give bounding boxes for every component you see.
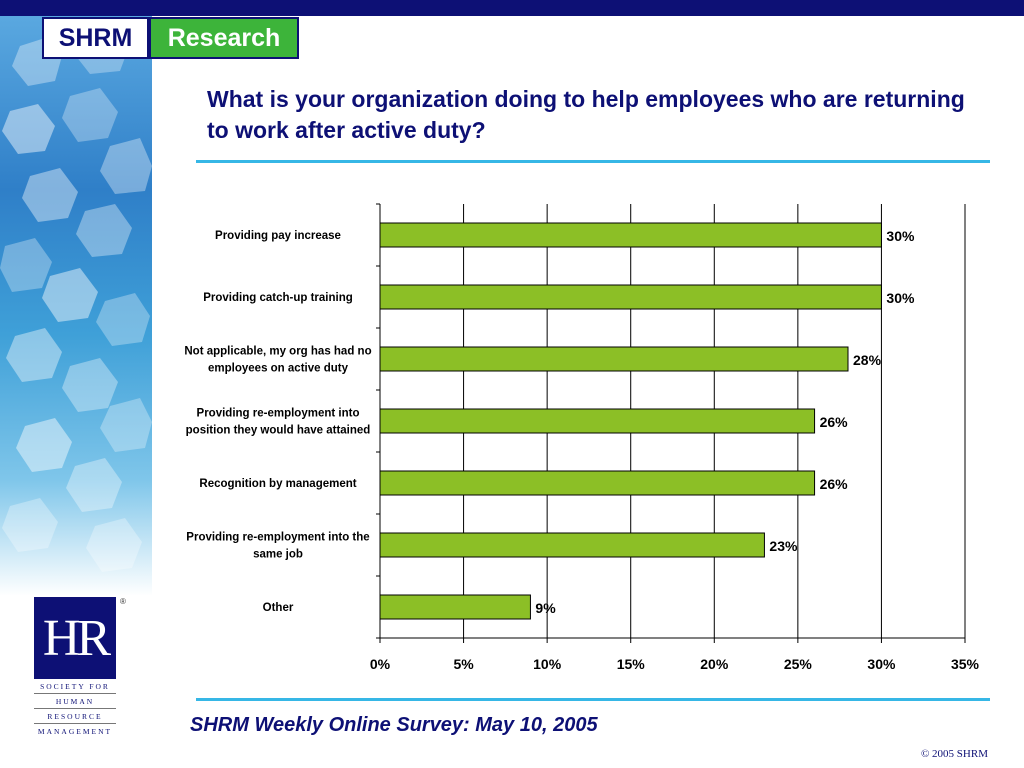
hr-mark-text: HR xyxy=(42,609,111,667)
category-label: Other xyxy=(263,602,294,614)
bar xyxy=(379,284,882,310)
x-tick-label: 30% xyxy=(867,656,896,672)
x-tick-label: 25% xyxy=(784,656,813,672)
hr-mark: HR xyxy=(34,597,116,679)
x-tick-label: 5% xyxy=(453,656,474,672)
registered-mark: ® xyxy=(120,597,126,606)
bar xyxy=(379,222,882,248)
bar-chart: 0% 5% 10% 15% 20% 25% 30% 35% 30% Providing pay i… xyxy=(170,190,1000,690)
data-label: 28% xyxy=(853,352,882,368)
hr-society-logo: HR ® SOCIETY FOR HUMAN RESOURCE MANAGEME… xyxy=(34,597,126,738)
data-label: 9% xyxy=(535,600,556,616)
hr-society-line: HUMAN xyxy=(34,694,116,709)
slide-title: What is your organization doing to help … xyxy=(207,86,965,143)
x-tick-label: 35% xyxy=(951,656,980,672)
research-logo: Research xyxy=(149,17,299,59)
survey-footer: SHRM Weekly Online Survey: May 10, 2005 xyxy=(190,714,598,736)
category-label: Providing catch-up training xyxy=(203,292,353,304)
data-label: 30% xyxy=(886,228,915,244)
hr-society-line: SOCIETY FOR xyxy=(34,679,116,694)
category-label: Providing pay increase xyxy=(215,230,341,242)
data-label: 23% xyxy=(769,538,798,554)
x-tick-label: 10% xyxy=(533,656,562,672)
decorative-bokeh-panel xyxy=(0,16,152,596)
data-label: 30% xyxy=(886,290,915,306)
hr-society-line: MANAGEMENT xyxy=(37,727,113,736)
footer-divider xyxy=(196,698,990,701)
category-label: Providing re-employment into position the… xyxy=(186,408,371,437)
copyright: © 2005 SHRM xyxy=(920,748,988,760)
bar xyxy=(379,408,816,434)
data-label: 26% xyxy=(820,476,849,492)
title-divider xyxy=(196,160,990,163)
x-tick-label: 20% xyxy=(700,656,729,672)
hr-society-name: SOCIETY FOR HUMAN RESOURCE MANAGEMENT xyxy=(34,679,116,738)
top-bar xyxy=(0,0,1024,16)
category-label: Not applicable, my org has had no employe… xyxy=(184,346,371,375)
category-label: Providing re-employment into the same job xyxy=(186,532,369,561)
bar-chart-svg: 0% 5% 10% 15% 20% 25% 30% 35% 30% Providing pay i… xyxy=(184,203,980,672)
x-tick-label: 0% xyxy=(370,656,391,672)
bar xyxy=(379,346,849,372)
bar xyxy=(379,594,531,620)
x-tick-label: 15% xyxy=(617,656,646,672)
data-label: 26% xyxy=(820,414,849,430)
shrm-logo: SHRM xyxy=(42,17,149,59)
category-label: Recognition by management xyxy=(199,478,356,490)
hr-society-line: RESOURCE xyxy=(34,709,116,724)
bar xyxy=(379,532,765,558)
bar xyxy=(379,470,816,496)
